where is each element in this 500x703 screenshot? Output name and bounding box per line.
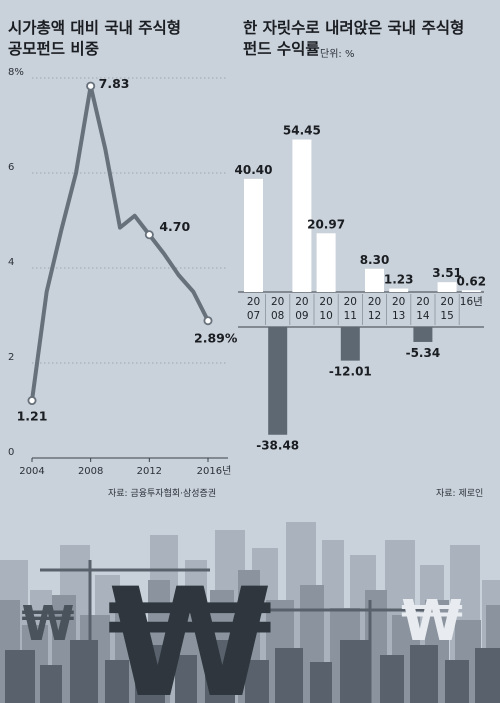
won-sign-small: ₩ bbox=[22, 596, 75, 652]
skyline-group: ₩ ₩ ₩ bbox=[0, 522, 500, 703]
y-tick-label: 2 bbox=[8, 352, 14, 363]
bar-positive bbox=[292, 139, 312, 292]
data-label: 4.70 bbox=[159, 219, 190, 234]
building bbox=[380, 655, 404, 703]
building bbox=[275, 648, 303, 703]
bar-value-label: -12.01 bbox=[329, 365, 372, 379]
bar-value-label: 40.40 bbox=[235, 163, 273, 177]
data-point bbox=[144, 230, 154, 240]
category-label-bottom: 15 bbox=[440, 310, 453, 322]
right-chart-source: 자료: 제로인 bbox=[436, 489, 484, 499]
category-label-top: 20 bbox=[344, 296, 357, 308]
bar-positive bbox=[437, 282, 457, 292]
bar-chart: 200740.402008-38.48200954.45201020.97201… bbox=[235, 124, 487, 453]
category-label-bottom: 10 bbox=[319, 310, 332, 322]
bar-positive bbox=[316, 233, 336, 292]
data-point bbox=[86, 81, 96, 91]
right-title-line-1: 한 자릿수로 내려앉은 국내 주식형 bbox=[243, 19, 465, 37]
y-tick-label: 0 bbox=[8, 447, 14, 458]
left-chart-source: 자료: 금융투자협회·삼성증권 bbox=[108, 489, 217, 499]
right-chart-unit: 단위: % bbox=[320, 49, 355, 60]
building bbox=[245, 660, 269, 703]
data-point bbox=[27, 396, 37, 406]
bar-negative bbox=[340, 327, 360, 361]
building bbox=[70, 640, 98, 703]
category-label-bottom: 07 bbox=[247, 310, 260, 322]
x-tick-label: 2012 bbox=[137, 466, 162, 477]
data-label: 2.89% bbox=[194, 331, 238, 346]
bar-value-label: -38.48 bbox=[256, 439, 299, 453]
x-tick-label: 2008 bbox=[78, 466, 103, 477]
category-label-top: 20 bbox=[271, 296, 284, 308]
line-chart: 0 2 4 6 8% 2004 2008 2012 2016년 1.21 7.83 4.70 2.89% bbox=[8, 67, 238, 477]
bar-value-label: 8.30 bbox=[360, 253, 390, 267]
building bbox=[445, 660, 469, 703]
data-point bbox=[203, 316, 213, 326]
category-label-bottom: 09 bbox=[295, 310, 308, 322]
building bbox=[310, 662, 332, 703]
category-label-top: 20 bbox=[440, 296, 453, 308]
category-label-top: 20 bbox=[295, 296, 308, 308]
left-chart-title: 시가총액 대비 국내 주식형 공모펀드 비중 bbox=[8, 18, 181, 60]
x-tick-label: 2004 bbox=[19, 466, 44, 477]
building bbox=[205, 640, 235, 703]
building bbox=[135, 645, 165, 703]
category-label-bottom: 12 bbox=[368, 310, 381, 322]
series-line bbox=[30, 84, 210, 403]
category-label-bottom: 14 bbox=[416, 310, 430, 322]
bar-value-label: 54.45 bbox=[283, 124, 321, 138]
category-label-top: 20 bbox=[368, 296, 381, 308]
bar-positive bbox=[244, 178, 263, 292]
x-tick-label: 2016년 bbox=[197, 465, 232, 477]
bar-positive bbox=[365, 268, 384, 292]
building bbox=[340, 640, 370, 703]
building bbox=[5, 650, 35, 703]
building bbox=[40, 665, 62, 703]
bar-value-label: 20.97 bbox=[307, 217, 345, 231]
category-label-bottom: 11 bbox=[344, 310, 357, 322]
building bbox=[475, 648, 500, 703]
bar-value-label: -5.34 bbox=[406, 346, 441, 360]
category-label-top: 20 bbox=[392, 296, 405, 308]
y-tick-label: 4 bbox=[8, 257, 14, 268]
category-label-bottom: 13 bbox=[392, 310, 405, 322]
data-label: 7.83 bbox=[99, 76, 130, 91]
right-title-line-2: 펀드 수익률 bbox=[243, 40, 320, 58]
bar-positive bbox=[389, 288, 409, 292]
data-label: 1.21 bbox=[17, 409, 48, 424]
won-sign-large: ₩ bbox=[107, 557, 272, 703]
bar-value-label: 3.51 bbox=[432, 266, 462, 280]
bar-negative bbox=[413, 327, 433, 342]
category-label-top: 20 bbox=[319, 296, 332, 308]
bar-value-label: 1.23 bbox=[384, 273, 414, 287]
left-title-line-2: 공모펀드 비중 bbox=[8, 40, 99, 58]
building bbox=[175, 655, 197, 703]
category-label-bottom: 08 bbox=[271, 310, 284, 322]
category-label-top: 20 bbox=[416, 296, 429, 308]
building bbox=[410, 645, 438, 703]
y-tick-label: 8% bbox=[8, 67, 24, 78]
y-tick-label: 6 bbox=[8, 162, 14, 173]
left-title-line-1: 시가총액 대비 국내 주식형 bbox=[8, 19, 182, 37]
building bbox=[105, 660, 129, 703]
category-label-top: 20 bbox=[247, 296, 260, 308]
right-chart-title: 한 자릿수로 내려앉은 국내 주식형 펀드 수익률 bbox=[243, 18, 464, 60]
category-label-top: 16년 bbox=[460, 296, 483, 308]
bar-positive bbox=[461, 290, 481, 292]
won-sign-light: ₩ bbox=[401, 589, 463, 654]
bar-negative bbox=[268, 327, 288, 435]
bar-value-label: 0.62 bbox=[456, 274, 486, 288]
